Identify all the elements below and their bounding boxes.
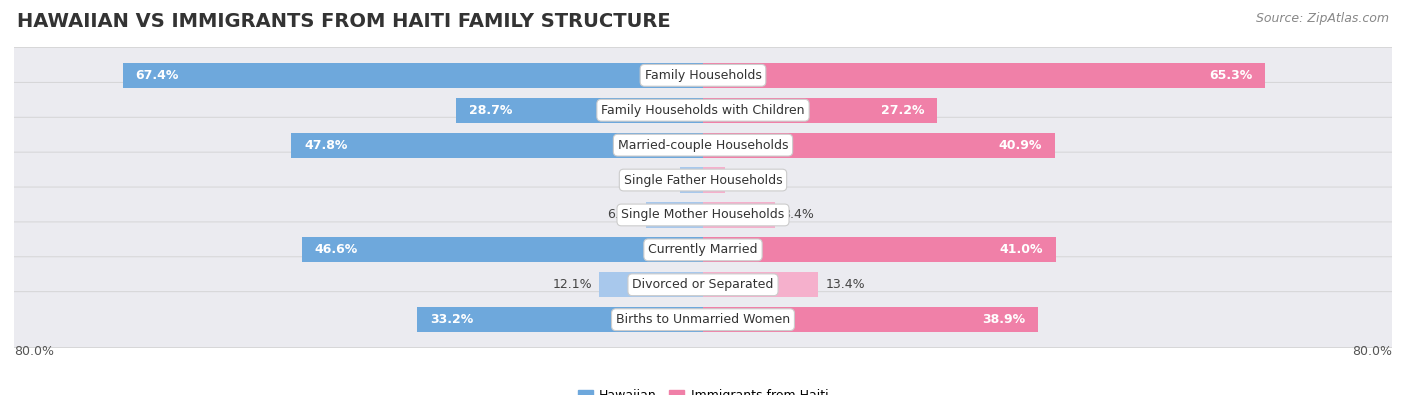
Text: 13.4%: 13.4% <box>825 278 865 291</box>
FancyBboxPatch shape <box>11 292 1395 348</box>
Bar <box>456 98 703 123</box>
Text: Family Households with Children: Family Households with Children <box>602 104 804 117</box>
Text: 46.6%: 46.6% <box>315 243 359 256</box>
Text: 41.0%: 41.0% <box>1000 243 1043 256</box>
Bar <box>703 133 1056 158</box>
Bar <box>291 133 703 158</box>
Bar <box>703 307 1038 332</box>
Bar <box>703 237 1056 262</box>
Text: 27.2%: 27.2% <box>880 104 924 117</box>
Text: 6.6%: 6.6% <box>607 209 640 222</box>
Bar <box>418 307 703 332</box>
FancyBboxPatch shape <box>11 47 1395 103</box>
Text: Family Households: Family Households <box>644 69 762 82</box>
Bar <box>703 272 818 297</box>
Bar <box>599 272 703 297</box>
Text: 2.7%: 2.7% <box>641 173 673 186</box>
Text: Currently Married: Currently Married <box>648 243 758 256</box>
Text: 2.6%: 2.6% <box>733 173 763 186</box>
Text: 8.4%: 8.4% <box>782 209 814 222</box>
Text: Married-couple Households: Married-couple Households <box>617 139 789 152</box>
Bar <box>703 167 725 193</box>
Text: 33.2%: 33.2% <box>430 313 474 326</box>
Text: 80.0%: 80.0% <box>1353 345 1392 358</box>
Text: 28.7%: 28.7% <box>468 104 512 117</box>
Text: 80.0%: 80.0% <box>14 345 53 358</box>
Bar <box>302 237 703 262</box>
Bar <box>647 202 703 228</box>
FancyBboxPatch shape <box>11 152 1395 208</box>
Bar <box>122 63 703 88</box>
FancyBboxPatch shape <box>11 257 1395 313</box>
Legend: Hawaiian, Immigrants from Haiti: Hawaiian, Immigrants from Haiti <box>572 384 834 395</box>
Text: Births to Unmarried Women: Births to Unmarried Women <box>616 313 790 326</box>
FancyBboxPatch shape <box>11 187 1395 243</box>
Bar <box>703 98 938 123</box>
Text: Divorced or Separated: Divorced or Separated <box>633 278 773 291</box>
Text: 12.1%: 12.1% <box>553 278 592 291</box>
Text: Source: ZipAtlas.com: Source: ZipAtlas.com <box>1256 12 1389 25</box>
Text: 67.4%: 67.4% <box>135 69 179 82</box>
Bar <box>679 167 703 193</box>
Text: HAWAIIAN VS IMMIGRANTS FROM HAITI FAMILY STRUCTURE: HAWAIIAN VS IMMIGRANTS FROM HAITI FAMILY… <box>17 12 671 31</box>
Text: Single Mother Households: Single Mother Households <box>621 209 785 222</box>
FancyBboxPatch shape <box>11 222 1395 278</box>
Text: Single Father Households: Single Father Households <box>624 173 782 186</box>
Text: 40.9%: 40.9% <box>998 139 1042 152</box>
FancyBboxPatch shape <box>11 117 1395 173</box>
FancyBboxPatch shape <box>11 82 1395 138</box>
Bar <box>703 63 1265 88</box>
Text: 65.3%: 65.3% <box>1209 69 1253 82</box>
Text: 38.9%: 38.9% <box>981 313 1025 326</box>
Bar <box>703 202 775 228</box>
Text: 47.8%: 47.8% <box>304 139 347 152</box>
